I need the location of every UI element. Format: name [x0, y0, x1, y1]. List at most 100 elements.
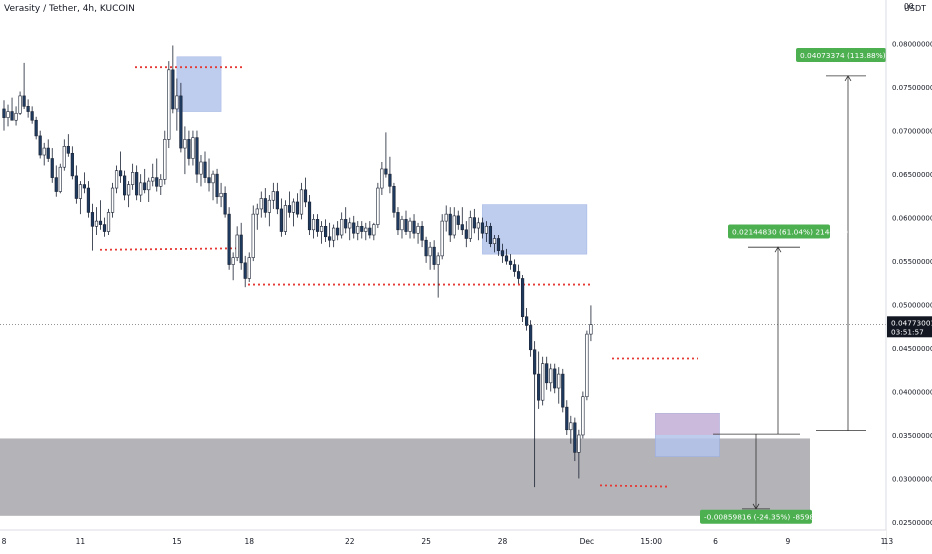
candle-body-46 [187, 139, 191, 159]
x-tick-label: 25 [421, 537, 431, 546]
y-tick-label: 0.03000000 [892, 475, 932, 483]
y-tick-label: 0.06500000 [892, 171, 932, 179]
candle-body-58 [235, 234, 239, 258]
candle-body-5 [22, 95, 26, 107]
time-axis-panel [0, 530, 886, 550]
candle-body-19 [78, 184, 82, 199]
candle-body-33 [135, 172, 139, 196]
candle-body-25 [102, 224, 107, 232]
candle-body-40 [163, 139, 167, 180]
candle-body-102 [412, 220, 416, 234]
candle-body-18 [74, 175, 78, 199]
candle-body-2 [10, 111, 14, 121]
candle-body-116 [468, 217, 472, 239]
candle-body-47 [191, 137, 195, 159]
y-tick-label: 0.08000000 [892, 41, 932, 49]
x-tick-label: 18 [244, 537, 254, 546]
candle-body-127 [512, 264, 517, 272]
candle-body-51 [207, 177, 211, 184]
candle-body-124 [500, 250, 505, 257]
candle-body-64 [259, 198, 263, 210]
measure-label-2: 0.02144830 (61.04%) 2144830 [732, 228, 849, 237]
candle-body-84 [340, 219, 344, 236]
candle-body-44 [179, 95, 183, 149]
measure-up-1-head [774, 246, 782, 253]
candle-body-67 [271, 191, 275, 201]
candle-body-20 [82, 184, 86, 189]
candle-body-123 [496, 238, 501, 251]
candle-body-32 [131, 172, 135, 185]
candle-body-122 [492, 238, 497, 245]
candle-body-130 [524, 316, 529, 326]
candle-body-112 [452, 215, 456, 236]
candle-body-93 [376, 187, 380, 225]
candle-body-97 [392, 186, 396, 213]
candle-body-107 [432, 246, 436, 265]
candle-body-38 [155, 177, 159, 187]
candle-body-23 [94, 220, 99, 227]
candle-body-81 [328, 236, 332, 241]
candle-body-11 [46, 147, 50, 159]
candle-body-146 [589, 324, 593, 335]
axis-top-fragment: 00 [904, 2, 914, 11]
candle-body-59 [239, 234, 243, 264]
price-axis-panel [886, 0, 932, 550]
candle-body-53 [215, 173, 219, 198]
measure-label-bg-2 [728, 224, 830, 239]
current-price-value: 0.04773001 [891, 318, 932, 327]
candle-body-68 [275, 191, 279, 210]
candle-body-35 [143, 182, 147, 191]
candle-body-85 [344, 219, 348, 229]
candle-body-82 [332, 227, 336, 241]
candle-body-41 [167, 69, 171, 140]
x-tick-label: 22 [345, 537, 355, 546]
candle-body-111 [448, 213, 452, 236]
candle-body-13 [54, 177, 58, 192]
candle-body-63 [255, 208, 259, 215]
candle-body-69 [279, 208, 283, 232]
candle-body-121 [488, 226, 493, 245]
y-tick-label: 0.02500000 [892, 519, 932, 527]
candle-body-36 [147, 180, 151, 191]
measure-down-head [752, 503, 760, 510]
candle-body-65 [263, 198, 267, 213]
candle-body-139 [561, 373, 565, 408]
candle-body-54 [219, 192, 223, 198]
candle-body-8 [34, 119, 38, 137]
candle-body-37 [151, 177, 155, 182]
candle-body-137 [553, 368, 557, 389]
measure-label-bg-3 [700, 509, 812, 524]
candle-body-1 [6, 111, 10, 118]
candle-body-0 [2, 108, 6, 118]
candle-body-17 [70, 152, 74, 177]
candle-body-15 [62, 146, 66, 168]
candle-body-86 [348, 222, 352, 229]
candle-body-55 [223, 192, 227, 215]
candle-body-92 [372, 224, 376, 236]
candle-body-87 [352, 222, 356, 234]
candle-body-61 [247, 257, 251, 279]
candle-body-113 [456, 215, 460, 225]
candle-body-60 [243, 262, 247, 279]
candle-body-80 [323, 226, 328, 238]
chart-title: Verasity / Tether, 4h, KUCOIN [4, 4, 135, 14]
candle-body-24 [98, 220, 103, 225]
candle-body-136 [549, 368, 553, 384]
measure-up-2-head [844, 75, 852, 82]
y-tick-label: 0.05500000 [892, 258, 932, 266]
candle-body-75 [303, 189, 308, 203]
candle-body-26 [106, 212, 111, 232]
currency-label: USDT [904, 4, 926, 13]
candle-body-128 [516, 271, 521, 279]
y-tick-label: 0.04000000 [892, 389, 932, 397]
candle-body-49 [199, 161, 203, 175]
candle-body-83 [336, 227, 340, 236]
x-tick-label: 11 [76, 537, 86, 546]
candle-body-94 [380, 168, 384, 189]
candle-body-138 [557, 373, 561, 389]
candle-body-90 [364, 227, 368, 232]
candle-body-145 [585, 333, 589, 398]
candle-body-144 [581, 396, 585, 436]
